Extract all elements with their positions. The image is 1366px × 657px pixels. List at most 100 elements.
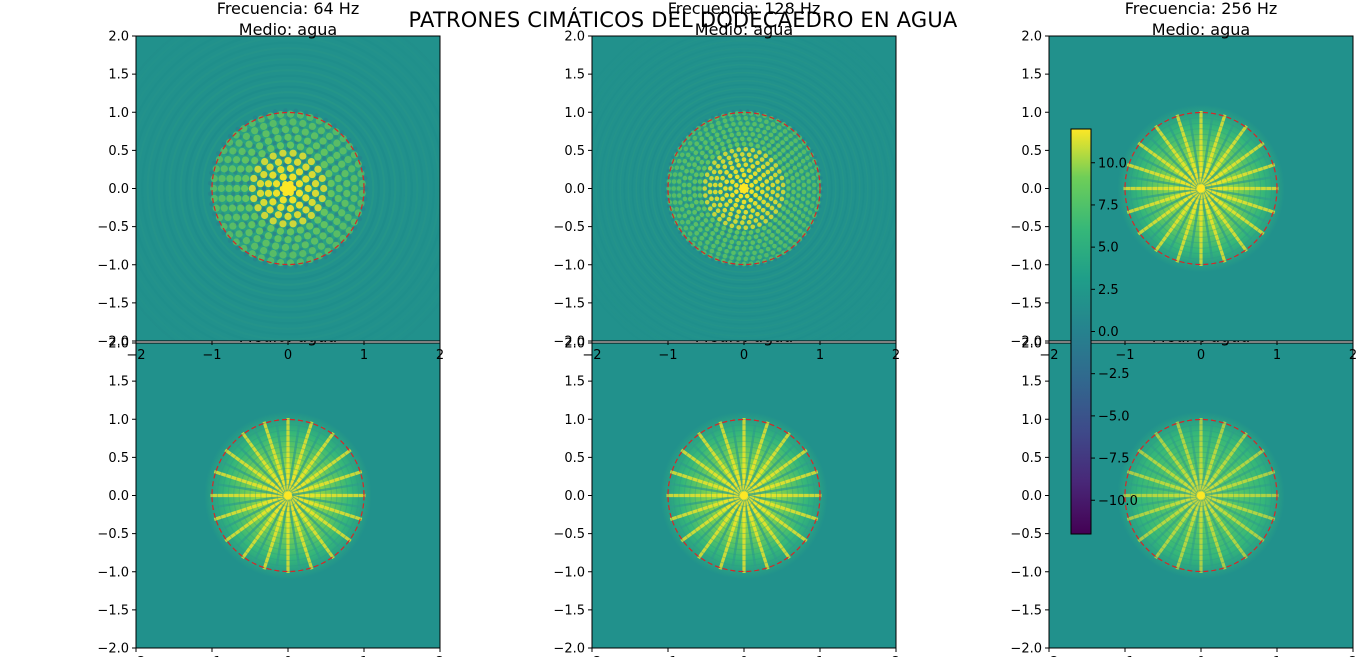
x-tick-label: 0 — [1197, 348, 1205, 363]
y-tick-label: −2.0 — [553, 335, 585, 350]
panel-64hz: 2.0 1.5 1.0 0.5 0.0 −0.5 −1.0 −1.5 −2.0−2 −1 0 1 2 Fr… — [97, 0, 444, 363]
heatmap-image — [1049, 343, 1353, 648]
y-tick-label: 0.0 — [564, 182, 585, 197]
y-tick-label: 2.0 — [564, 337, 585, 352]
x-tick-label: 2 — [436, 348, 444, 363]
x-tick-label: 2 — [436, 655, 444, 657]
colorbar-tick-label: 0.0 — [1098, 325, 1119, 340]
x-tick-label: −1 — [658, 348, 677, 363]
y-tick-label: −1.0 — [553, 258, 585, 273]
boundary-circle — [667, 111, 821, 266]
heatmap-image — [136, 343, 440, 648]
x-tick-label: 2 — [892, 348, 900, 363]
y-tick-label: 2.0 — [108, 30, 129, 45]
y-tick-label: 0.0 — [1021, 489, 1042, 504]
x-tick-label: −2 — [126, 348, 145, 363]
y-tick-label: 1.0 — [108, 413, 129, 428]
panel-256hz: 2.0 1.5 1.0 0.5 0.0 −0.5 −1.0 −1.5 −2.0−2 −1 0 1 2 Fr… — [1010, 0, 1357, 363]
boundary-circle — [211, 418, 365, 573]
y-tick-label: −0.5 — [1010, 527, 1042, 542]
heatmap-image — [136, 36, 440, 341]
y-tick-label: 0.0 — [108, 489, 129, 504]
x-tick-label: 0 — [1197, 655, 1205, 657]
x-tick-label: 1 — [1273, 655, 1281, 657]
y-tick-label: −1.0 — [1010, 565, 1042, 580]
x-tick-label: −1 — [202, 655, 221, 657]
y-tick-label: −1.0 — [553, 565, 585, 580]
x-tick-label: 1 — [360, 655, 368, 657]
y-tick-label: 0.5 — [108, 144, 129, 159]
y-tick-label: −1.5 — [1010, 603, 1042, 618]
x-tick-label: 1 — [816, 655, 824, 657]
y-tick-label: −1.5 — [553, 603, 585, 618]
panel-title-medium: Medio: agua — [1152, 20, 1250, 39]
y-tick-label: 1.5 — [108, 375, 129, 390]
y-tick-label: 0.5 — [564, 144, 585, 159]
y-tick-label: −1.0 — [1010, 258, 1042, 273]
y-tick-label: −1.5 — [1010, 296, 1042, 311]
x-tick-label: 1 — [1273, 348, 1281, 363]
boundary-circle — [1124, 111, 1278, 266]
panel-title-frequency: Frecuencia: 128 Hz — [668, 0, 821, 18]
y-tick-label: −0.5 — [1010, 220, 1042, 235]
y-tick-label: 0.0 — [108, 182, 129, 197]
y-tick-label: −2.0 — [1010, 642, 1042, 657]
y-tick-label: 1.0 — [564, 413, 585, 428]
y-tick-label: −0.5 — [97, 220, 129, 235]
x-tick-label: −2 — [1039, 655, 1058, 657]
colorbar-tick-label: 10.0 — [1098, 156, 1127, 171]
colorbar-tick-label: 5.0 — [1098, 241, 1119, 256]
y-tick-label: −1.0 — [97, 258, 129, 273]
y-tick-label: 1.5 — [1021, 68, 1042, 83]
y-tick-label: 1.0 — [108, 106, 129, 121]
y-tick-label: 1.5 — [1021, 375, 1042, 390]
colorbar-tick-label: −7.5 — [1098, 452, 1130, 467]
boundary-circle — [667, 418, 821, 573]
y-tick-label: 1.5 — [564, 68, 585, 83]
x-tick-label: 1 — [816, 348, 824, 363]
x-tick-label: −2 — [126, 655, 145, 657]
y-tick-label: −1.0 — [97, 565, 129, 580]
panel-title-medium: Medio: agua — [239, 20, 337, 39]
y-tick-label: 1.0 — [1021, 413, 1042, 428]
x-tick-label: 0 — [284, 348, 292, 363]
y-tick-label: 1.0 — [564, 106, 585, 121]
heatmap-image — [592, 343, 896, 648]
panel-432hz: 2.01.51.00.50.0−0.5−1.0−1.5−2.0−2−1012Fr… — [97, 306, 444, 657]
y-tick-label: 2.0 — [1021, 30, 1042, 45]
x-tick-label: −2 — [1039, 348, 1058, 363]
x-tick-label: −1 — [202, 348, 221, 363]
y-tick-label: 0.5 — [1021, 451, 1042, 466]
x-tick-label: 0 — [740, 348, 748, 363]
panel-title-frequency: Frecuencia: 256 Hz — [1125, 0, 1278, 18]
y-tick-label: 0.5 — [108, 451, 129, 466]
y-tick-label: 1.0 — [1021, 106, 1042, 121]
boundary-circle — [211, 111, 365, 266]
y-tick-label: −1.5 — [97, 603, 129, 618]
y-tick-label: 2.0 — [1021, 337, 1042, 352]
colorbar-gradient — [1070, 128, 1092, 535]
colorbar: 10.0 7.5 5.0 2.5 0.0 −2.5 −5.0 −7.5 −10.0 — [1070, 128, 1138, 535]
x-tick-label: 2 — [892, 655, 900, 657]
y-tick-label: −2.0 — [97, 335, 129, 350]
y-tick-label: 2.0 — [108, 337, 129, 352]
y-tick-label: 0.0 — [1021, 182, 1042, 197]
y-tick-label: −2.0 — [553, 642, 585, 657]
boundary-circle — [1124, 418, 1278, 573]
y-tick-label: −0.5 — [553, 527, 585, 542]
x-tick-label: −1 — [1115, 655, 1134, 657]
y-tick-label: 1.5 — [108, 68, 129, 83]
heatmap-image — [1049, 36, 1353, 341]
y-tick-label: 0.5 — [1021, 144, 1042, 159]
x-tick-label: −1 — [658, 655, 677, 657]
y-tick-label: 1.5 — [564, 375, 585, 390]
y-tick-label: −2.0 — [1010, 335, 1042, 350]
heatmap-image — [592, 36, 896, 341]
x-tick-label: 2 — [1349, 655, 1357, 657]
y-tick-label: 2.0 — [564, 30, 585, 45]
y-tick-label: −1.5 — [553, 296, 585, 311]
x-tick-label: −2 — [582, 655, 601, 657]
x-tick-label: 0 — [284, 655, 292, 657]
panel-528hz: 2.01.51.00.50.0−0.5−1.0−1.5−2.0−2−1012Fr… — [553, 306, 900, 657]
x-tick-label: −1 — [1115, 348, 1134, 363]
